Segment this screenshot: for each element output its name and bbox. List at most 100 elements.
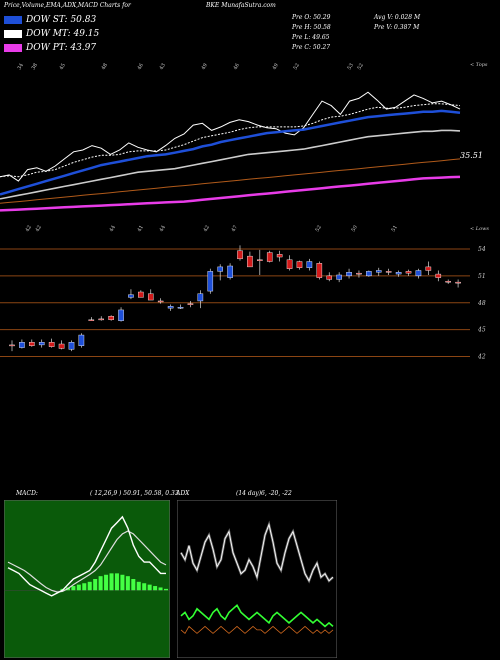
legend-swatch-mt xyxy=(4,30,22,38)
candle-body xyxy=(257,259,263,261)
macd-hist-bar xyxy=(76,584,81,591)
ema-line-ema-lt xyxy=(0,158,461,204)
candle-body xyxy=(286,259,293,269)
chart-header: Price,Volume,EMA,ADX,MACD Charts for xyxy=(4,2,131,9)
legend-label-mt: DOW MT: 49.15 xyxy=(26,29,100,39)
candle-body xyxy=(88,319,95,321)
ema-bottom-tick: 52 xyxy=(315,224,323,233)
candle-body xyxy=(237,250,243,260)
macd-hist-bar xyxy=(153,586,158,591)
candle-body xyxy=(78,334,85,346)
ema-top-tick: 49 xyxy=(201,62,209,71)
ema-top-tick: 53 xyxy=(347,62,355,71)
macd-hist-bar xyxy=(114,573,119,591)
candle-body xyxy=(276,254,283,258)
ema-bottom-tick: 51 xyxy=(391,224,399,233)
macd-hist-bar xyxy=(82,583,87,591)
candle-body xyxy=(296,261,303,268)
stat-prev-high: Pre H: 50.58 xyxy=(292,24,331,31)
candle-body xyxy=(405,271,412,274)
header-ticker: BKE xyxy=(206,2,220,9)
candle-body xyxy=(29,342,35,346)
legend-swatch-st xyxy=(4,16,22,24)
candle-body xyxy=(157,300,164,303)
adx-di-minus-line xyxy=(180,625,334,635)
ema-value-label: 35.51 xyxy=(460,151,483,160)
macd-line xyxy=(7,515,166,597)
candle-body xyxy=(316,263,323,278)
candle-body xyxy=(58,343,65,349)
ema-bottom-tick: 44 xyxy=(109,224,117,233)
ema-top-tick: 52 xyxy=(293,62,301,71)
candle-body xyxy=(425,266,432,271)
macd-hist-bar xyxy=(71,586,76,591)
legend-dow-st: DOW ST: 50.83 xyxy=(4,14,96,26)
candle-body xyxy=(138,291,144,298)
candle-body xyxy=(38,342,45,346)
legend-dow-mt: DOW MT: 49.15 xyxy=(4,28,99,40)
macd-hist-bar xyxy=(109,573,114,591)
macd-hist-bar xyxy=(131,579,136,591)
adx-title: ADX xyxy=(176,490,190,497)
candle-body xyxy=(266,252,273,262)
header-ticker-site: BKE MunafaSutra.com xyxy=(206,2,276,9)
ema-top-tick: 46 xyxy=(233,62,241,71)
macd-hist-bar xyxy=(147,584,152,591)
price-tick-label: 54 xyxy=(478,246,486,253)
ema-top-axis-label: < Tops xyxy=(470,62,488,68)
candle-body xyxy=(455,281,461,284)
legend-label-st: DOW ST: 50.83 xyxy=(26,15,97,25)
candle-body xyxy=(48,342,55,347)
price-tick-label: 45 xyxy=(477,327,486,334)
macd-label: MACD: xyxy=(16,490,38,497)
price-tick-label: 48 xyxy=(477,300,486,307)
candle-body xyxy=(197,293,204,302)
macd-hist-bar xyxy=(87,581,92,591)
ema-top-tick: 46 xyxy=(137,62,145,71)
ema-line-ema-fast xyxy=(0,103,461,178)
candle-body xyxy=(395,272,402,275)
candle-body xyxy=(68,342,75,350)
ema-top-tick: 49 xyxy=(272,62,280,71)
candle-body xyxy=(167,306,174,309)
legend-label-pt: DOW PT: 43.97 xyxy=(26,43,97,53)
stat-avg-volume: Avg V: 0.028 M xyxy=(374,14,421,21)
candle-body xyxy=(336,274,342,280)
macd-hist-bar xyxy=(98,576,103,591)
price-tick-label: 42 xyxy=(477,354,486,361)
candle-body xyxy=(247,255,253,268)
candle-body xyxy=(9,344,15,347)
ema-bottom-tick: 47 xyxy=(231,224,239,233)
ema-line-ema-st xyxy=(0,109,461,196)
candle-body xyxy=(108,316,114,320)
candle-body xyxy=(177,307,184,309)
stat-prev-close: Pre C: 50.27 xyxy=(292,44,331,51)
candle-body xyxy=(346,272,352,277)
candle-body xyxy=(187,303,194,305)
candle-body xyxy=(326,275,333,280)
candle-body xyxy=(366,271,372,277)
macd-title: MACD: xyxy=(16,490,38,497)
ema-top-tick: 43 xyxy=(159,62,167,71)
price-chart: 54 51 48 45 42 xyxy=(0,245,486,361)
macd-params: ( 12,26,9 ) 50.91, 50.58, 0.33 xyxy=(90,490,179,497)
ema-bottom-tick: 42 xyxy=(203,224,211,233)
ema-top-tick: 48 xyxy=(101,62,109,71)
adx-chart xyxy=(177,500,337,658)
macd-background xyxy=(4,500,170,658)
macd-hist-bar xyxy=(158,587,163,591)
candle-body xyxy=(207,271,214,292)
ema-top-tick: 38 xyxy=(31,62,39,71)
header-title: Price,Volume,EMA,ADX,MACD Charts for xyxy=(4,2,131,9)
ema-top-tick: 52 xyxy=(357,62,365,71)
macd-signal-line xyxy=(7,530,167,593)
candle-body xyxy=(19,342,25,348)
ema-line-price xyxy=(0,91,461,182)
stat-prev-volume: Pre V: 0.387 M xyxy=(374,24,420,31)
ema-bottom-tick: 42 xyxy=(25,224,33,233)
ema-bottom-axis-label: < Lows xyxy=(470,226,489,232)
ema-bottom-tick: 42 xyxy=(35,224,43,233)
header-site: MunafaSutra.com xyxy=(221,2,276,9)
legend-swatch-pt xyxy=(4,44,22,52)
